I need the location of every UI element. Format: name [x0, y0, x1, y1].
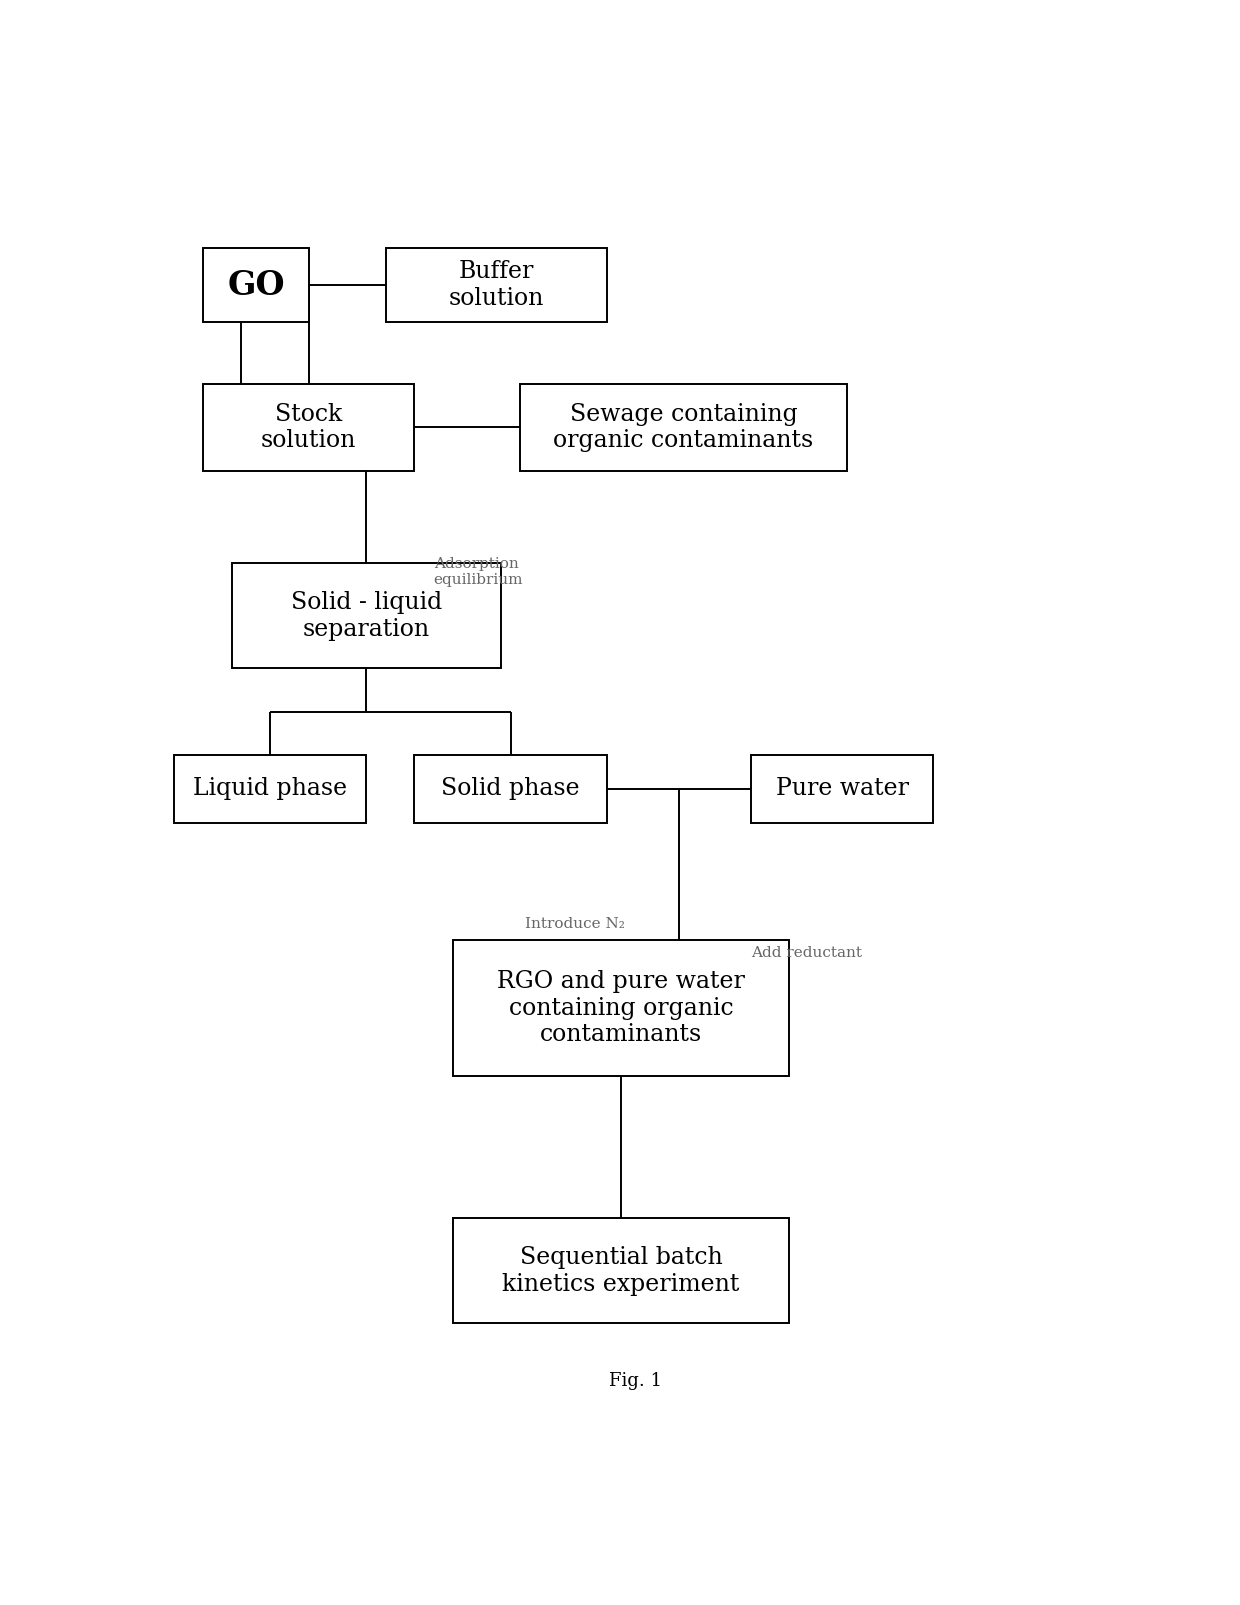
- FancyBboxPatch shape: [453, 941, 789, 1077]
- Text: Fig. 1: Fig. 1: [609, 1372, 662, 1390]
- Text: Add reductant: Add reductant: [751, 945, 862, 960]
- Text: Introduce N₂: Introduce N₂: [525, 916, 625, 931]
- Text: Pure water: Pure water: [775, 777, 909, 801]
- Text: Adsorption
equilibrium: Adsorption equilibrium: [434, 557, 523, 587]
- FancyBboxPatch shape: [232, 563, 501, 668]
- Text: Sewage containing
organic contaminants: Sewage containing organic contaminants: [553, 403, 813, 453]
- Text: Liquid phase: Liquid phase: [193, 777, 347, 801]
- FancyBboxPatch shape: [174, 754, 367, 823]
- Text: Stock
solution: Stock solution: [262, 403, 356, 453]
- Text: GO: GO: [227, 268, 285, 302]
- FancyBboxPatch shape: [203, 249, 309, 323]
- FancyBboxPatch shape: [453, 1218, 789, 1324]
- Text: Solid phase: Solid phase: [441, 777, 580, 801]
- FancyBboxPatch shape: [386, 249, 606, 323]
- FancyBboxPatch shape: [414, 754, 606, 823]
- FancyBboxPatch shape: [203, 384, 414, 470]
- Text: Sequential batch
kinetics experiment: Sequential batch kinetics experiment: [502, 1245, 740, 1295]
- Text: Solid - liquid
separation: Solid - liquid separation: [291, 591, 441, 640]
- Text: Buffer
solution: Buffer solution: [449, 260, 544, 310]
- Text: RGO and pure water
containing organic
contaminants: RGO and pure water containing organic co…: [497, 969, 745, 1046]
- FancyBboxPatch shape: [751, 754, 934, 823]
- FancyBboxPatch shape: [521, 384, 847, 470]
